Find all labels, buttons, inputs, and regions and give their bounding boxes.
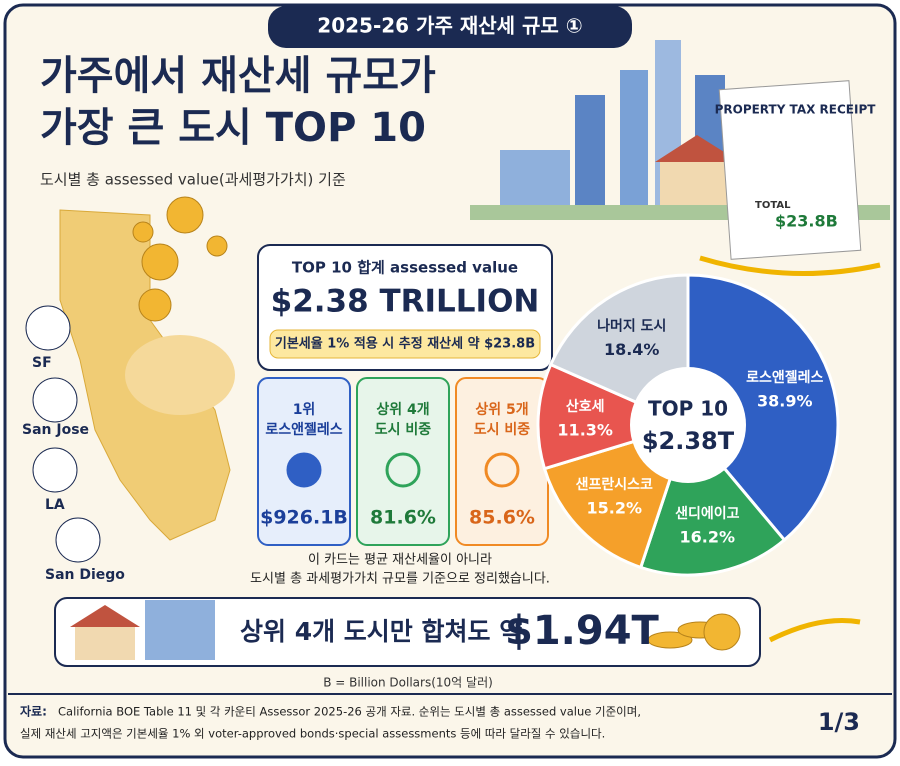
- card-icon: [286, 452, 322, 488]
- source-line: 실제 재산세 고지액은 기본세율 1% 외 voter-approved bon…: [20, 727, 605, 741]
- donut-hole: [630, 367, 746, 483]
- receipt-card: [718, 80, 862, 260]
- subtitle: 도시별 총 assessed value(과세평가가치) 기준: [40, 171, 346, 189]
- map-label: San Jose: [22, 422, 89, 438]
- slice-label: 로스앤젤레스: [746, 369, 823, 386]
- slice-value: 16.2%: [680, 528, 736, 547]
- card-title: 1위 로스앤젤레스: [265, 402, 342, 438]
- stat-card: [356, 377, 450, 546]
- map-label: San Diego: [45, 567, 125, 583]
- slice-label: 산호세: [566, 398, 605, 415]
- card-value: $926.1B: [260, 507, 348, 529]
- card-title: 상위 5개 도시 비중: [474, 402, 531, 438]
- card-icon: [484, 452, 520, 488]
- slice-label: 샌프란시스코: [576, 476, 653, 493]
- banner-value: $1.94T: [505, 608, 660, 654]
- map-label: SF: [32, 355, 52, 371]
- summary-note: 기본세율 1% 적용 시 추정 재산세 약 $23.8B: [275, 336, 535, 352]
- banner-text: 상위 4개 도시만 합쳐도 약: [240, 617, 522, 646]
- slice-value: 15.2%: [587, 498, 643, 517]
- receipt-title: PROPERTY TAX RECEIPT: [715, 103, 877, 117]
- summary-value: $2.38 TRILLION: [271, 284, 540, 320]
- arrow: [768, 617, 861, 643]
- slice-label: 샌디에이고: [675, 505, 740, 522]
- card-note: 도시별 총 과세평가가치 규모를 기준으로 정리했습니다.: [250, 571, 550, 587]
- badge: 2025-26 가주 재산세 규모 ①: [317, 14, 582, 38]
- piggy: [125, 335, 235, 415]
- title: 가장 큰 도시 TOP 10: [40, 105, 426, 151]
- donut-center-value: $2.38T: [642, 427, 735, 455]
- coins: [132, 196, 228, 322]
- title: 가주에서 재산세 규모가: [40, 53, 436, 99]
- city-icons: [25, 305, 101, 563]
- slice-value: 11.3%: [557, 420, 613, 439]
- pie-slice: [536, 362, 693, 471]
- slice-value: 18.4%: [604, 340, 660, 359]
- source-label: 자료:: [20, 704, 47, 719]
- arrow: [699, 255, 881, 277]
- map-label: LA: [45, 497, 65, 513]
- banner-art: [70, 600, 741, 660]
- card-title: 상위 4개 도시 비중: [375, 402, 432, 438]
- summary-label: TOP 10 합계 assessed value: [292, 259, 518, 277]
- slice-label: 나머지 도시: [597, 319, 666, 335]
- receipt-total: $23.8B: [775, 212, 838, 231]
- donut-center-title: TOP 10: [648, 397, 728, 421]
- page-number: 1/3: [818, 708, 860, 736]
- pie-slice: [686, 273, 840, 543]
- unit-note: B = Billion Dollars(10억 달러): [323, 676, 493, 690]
- card-note: 이 카드는 평균 재산세율이 아니라: [308, 553, 492, 568]
- receipt-total-label: TOTAL: [755, 200, 791, 211]
- source-line: California BOE Table 11 및 각 카운티 Assessor…: [58, 705, 641, 719]
- card-value: 85.6%: [469, 507, 535, 529]
- slice-value: 38.9%: [757, 391, 813, 410]
- card-icon: [385, 452, 421, 488]
- card-value: 81.6%: [370, 507, 436, 529]
- banner-box: [54, 597, 761, 667]
- summary-note-bg: [269, 329, 541, 359]
- badge-bg: [268, 6, 632, 48]
